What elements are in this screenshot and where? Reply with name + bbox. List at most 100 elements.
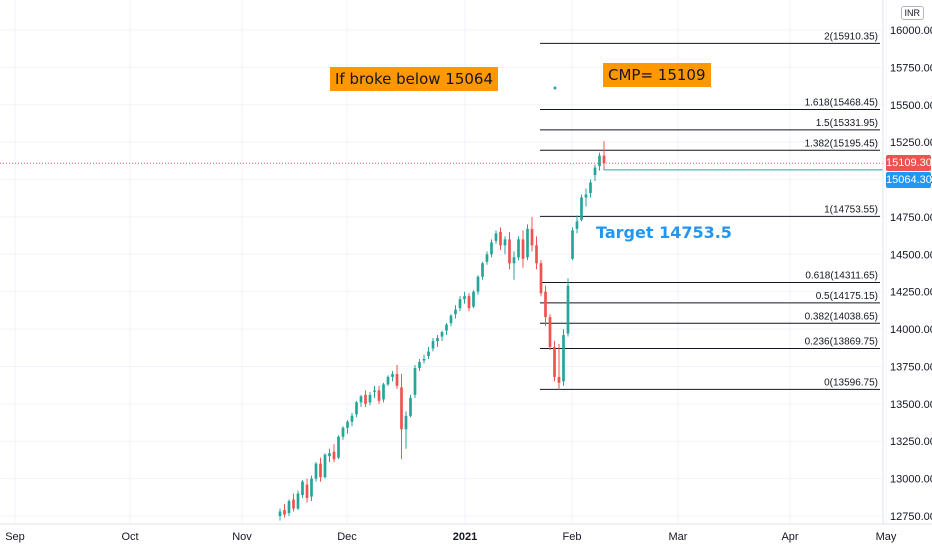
candle-body [517,239,520,258]
candle-body [544,291,547,318]
candle-body [445,324,448,331]
candle-body [386,376,390,385]
candle-body [355,402,358,415]
candle-body [368,394,372,403]
candle-body [278,511,282,516]
candle-body [296,493,300,509]
candle-body [418,361,421,368]
candle-body [562,335,565,382]
y-tick-label: 15250.00 [890,137,932,149]
candle-body [503,239,507,246]
candle-body [359,396,363,403]
x-tick-label: Dec [337,531,357,543]
candle-body [346,421,349,428]
candle-body [382,384,385,400]
breakdown-note: If broke below 15064 [330,67,499,91]
y-tick-label: 14750.00 [890,212,932,224]
candle-body [305,484,309,499]
y-tick-label: 13250.00 [890,436,932,448]
x-tick-label: Mar [669,531,688,543]
candle-body [557,376,561,383]
fib-level-label: 0.382(14038.65) [805,311,878,322]
candle-body [580,197,583,220]
candle-body [454,309,457,315]
candle-body [593,167,597,176]
marker-dot [553,86,557,90]
cmp-note: CMP= 15109 [603,63,711,87]
candle-body [494,233,498,241]
price-axis[interactable]: 12750.00 13000.00 13250.00 13500.00 13750.00… [890,25,932,523]
y-tick-label: 14500.00 [890,249,932,261]
candle-body [319,463,322,478]
candle-body [521,239,525,259]
candle-body [341,427,345,437]
candle-body [526,228,529,258]
candle-body [508,239,511,264]
candle-body [332,451,336,460]
candle-body [395,373,399,386]
candle-body [409,397,412,416]
candle-body [589,182,592,193]
target-note: Target 14753.5 [596,223,732,242]
fib-level-label: 0.236(13869.75) [805,337,878,348]
candle-body [323,454,327,478]
y-tick-label: 15500.00 [890,100,932,112]
candle-body [310,478,313,497]
candle-body [287,501,291,514]
fib-level-label: 0.5(14175.15) [816,291,878,302]
candle-body [292,499,295,509]
y-tick-label: 13000.00 [890,474,932,486]
currency-label[interactable]: INR [900,6,924,20]
time-axis[interactable]: Sep Oct Nov Dec 2021 Feb Mar Apr May [5,531,897,543]
candle-body [566,285,570,334]
candle-body [476,276,480,292]
candle-body [391,373,394,377]
candle-body [575,221,579,229]
candle-body [458,299,462,309]
candle-body [584,194,588,198]
candle-body [301,481,304,496]
candle-body [427,351,430,356]
candle-body [598,155,601,167]
candle-body [350,415,354,422]
candle-body [490,242,493,255]
x-tick-label: Sep [5,531,25,543]
candle-body [373,390,376,392]
x-tick-label: 2021 [453,531,477,543]
candle-body [499,231,502,246]
candlestick-series [278,141,606,521]
candle-body [400,387,403,430]
y-tick-label: 13500.00 [890,399,932,411]
candle-body [431,341,435,349]
y-tick-label: 14000.00 [890,324,932,336]
candle-body [337,436,340,458]
candle-body [413,367,417,395]
candle-body [485,254,489,262]
x-tick-label: May [876,531,897,543]
candle-body [463,296,466,300]
candle-body [436,338,439,342]
candle-body [530,228,534,246]
candle-body [404,415,408,430]
candle-body [602,155,606,164]
x-tick-label: Apr [781,531,798,543]
candle-body [512,257,516,264]
candle-body [553,347,556,377]
candle-body [472,291,475,307]
candle-body [364,394,367,404]
candle-body [422,358,426,361]
x-tick-label: Feb [563,531,582,543]
x-tick-label: Oct [121,531,138,543]
fib-level-label: 1.5(15331.95) [816,118,878,129]
y-tick-label: 14250.00 [890,287,932,299]
y-tick-label: 12750.00 [890,511,932,523]
candle-body [283,510,286,515]
fib-level-label: 1.382(15195.45) [805,138,878,149]
candle-body [314,463,318,479]
candle-body [571,230,574,259]
fib-level-label: 1.618(15468.45) [805,97,878,108]
fib-level-label: 2(15910.35) [824,31,878,42]
candle-body [467,296,471,309]
candle-body [539,263,543,294]
candle-body [548,317,552,348]
